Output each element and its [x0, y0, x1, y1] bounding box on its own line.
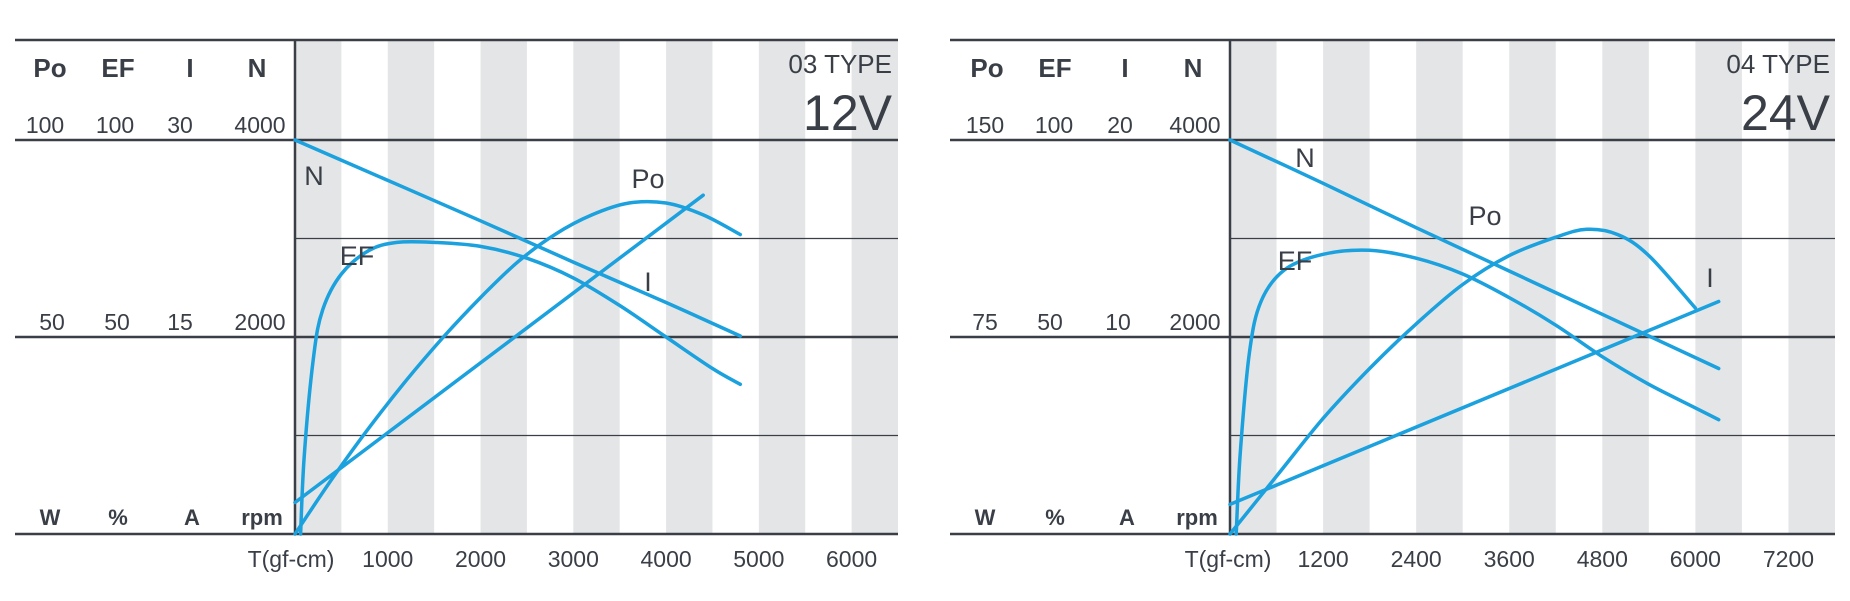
curve-label-ef: EF — [1278, 246, 1313, 276]
x-tick-label: 5000 — [733, 546, 784, 572]
x-tick-label: 3000 — [548, 546, 599, 572]
axis-header-n: N — [248, 53, 267, 83]
axis-header-n: N — [1184, 53, 1203, 83]
scale-top-n: 4000 — [234, 112, 285, 138]
scale-top-ef: 100 — [1035, 112, 1073, 138]
x-tick-label: 7200 — [1763, 546, 1814, 572]
axis-header-i: I — [1121, 53, 1128, 83]
x-tick-label: 6000 — [1670, 546, 1721, 572]
background-stripe — [480, 40, 527, 534]
curve-n — [1228, 138, 1721, 371]
motor-type-label: 03 TYPE — [788, 49, 892, 79]
unit-pct: % — [1045, 505, 1065, 530]
motor-type-label: 04 TYPE — [1726, 49, 1830, 79]
chart-gridlines — [15, 38, 898, 536]
unit-rpm: rpm — [1176, 505, 1218, 530]
unit-w: W — [975, 505, 996, 530]
x-axis-title: T(gf-cm) — [1185, 546, 1272, 572]
chart-curves — [1228, 138, 1721, 536]
chart-panel-03-type: Po EF I N 100 100 30 4000 50 50 15 2000 … — [15, 38, 898, 572]
background-stripe — [1416, 40, 1463, 534]
background-stripe — [1323, 40, 1370, 534]
scale-top-i: 30 — [167, 112, 193, 138]
axis-header-po: Po — [970, 53, 1003, 83]
background-stripe — [1602, 40, 1649, 534]
voltage-label: 24V — [1741, 85, 1831, 141]
voltage-label: 12V — [803, 85, 893, 141]
unit-pct: % — [108, 505, 128, 530]
x-tick-label: 1000 — [362, 546, 413, 572]
curve-n — [293, 138, 743, 338]
scale-top-i: 20 — [1107, 112, 1133, 138]
curve-label-po: Po — [1468, 201, 1501, 231]
axis-header-ef: EF — [101, 53, 134, 83]
scale-mid-n: 2000 — [1169, 309, 1220, 335]
curve-label-i: I — [644, 267, 652, 297]
x-tick-label: 2000 — [455, 546, 506, 572]
curve-label-n: N — [304, 161, 324, 191]
background-stripe — [851, 40, 898, 534]
scale-top-ef: 100 — [96, 112, 134, 138]
x-tick-label: 3600 — [1484, 546, 1535, 572]
chart-gridlines — [950, 38, 1835, 536]
x-tick-label: 1200 — [1297, 546, 1348, 572]
scale-mid-po: 75 — [972, 309, 998, 335]
chart-panel-04-type: Po EF I N 150 100 20 4000 75 50 10 2000 … — [950, 38, 1835, 572]
curve-po — [293, 199, 743, 536]
background-stripe — [1509, 40, 1556, 534]
curve-label-i: I — [1706, 263, 1714, 293]
background-stripe — [387, 40, 435, 534]
x-tick-label: 4000 — [640, 546, 691, 572]
chart-background-stripes — [1230, 40, 1835, 534]
background-stripe — [1788, 40, 1835, 534]
x-axis-title: T(gf-cm) — [248, 546, 335, 572]
scale-mid-i: 10 — [1105, 309, 1131, 335]
curve-po — [1228, 227, 1698, 536]
x-tick-label: 2400 — [1391, 546, 1442, 572]
curve-label-n: N — [1295, 143, 1315, 173]
scale-top-n: 4000 — [1169, 112, 1220, 138]
axis-header-po: Po — [33, 53, 66, 83]
scale-top-po: 100 — [26, 112, 64, 138]
curve-label-ef: EF — [340, 241, 375, 271]
curve-label-po: Po — [631, 164, 664, 194]
scale-mid-ef: 50 — [104, 309, 130, 335]
x-tick-labels: 1000 2000 3000 4000 5000 6000 — [362, 546, 877, 572]
unit-a: A — [184, 505, 200, 530]
scale-top-po: 150 — [966, 112, 1004, 138]
chart-curves — [293, 138, 743, 536]
x-tick-label: 4800 — [1577, 546, 1628, 572]
scale-mid-po: 50 — [39, 309, 65, 335]
axis-header-ef: EF — [1038, 53, 1071, 83]
scale-mid-i: 15 — [167, 309, 193, 335]
curve-i — [293, 193, 705, 505]
axis-header-i: I — [186, 53, 193, 83]
unit-w: W — [40, 505, 61, 530]
scale-mid-ef: 50 — [1037, 309, 1063, 335]
background-stripe — [758, 40, 806, 534]
background-stripe — [1695, 40, 1742, 534]
background-stripe — [666, 40, 713, 534]
curve-i — [1228, 299, 1721, 507]
unit-rpm: rpm — [241, 505, 283, 530]
curve-ef — [1234, 248, 1721, 536]
chart-background-stripes — [295, 40, 898, 534]
unit-a: A — [1119, 505, 1135, 530]
x-tick-label: 6000 — [826, 546, 877, 572]
curve-ef — [298, 239, 743, 536]
scale-mid-n: 2000 — [234, 309, 285, 335]
x-tick-labels: 1200 2400 3600 4800 6000 7200 — [1297, 546, 1814, 572]
